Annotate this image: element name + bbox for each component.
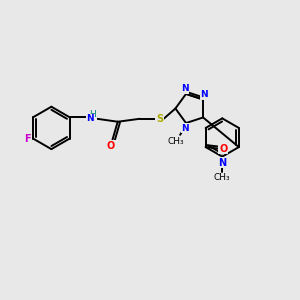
Text: O: O	[107, 141, 115, 151]
Text: CH₃: CH₃	[214, 173, 231, 182]
Text: N: N	[86, 114, 94, 123]
Text: N: N	[218, 158, 226, 167]
Text: N: N	[181, 84, 189, 93]
Text: N: N	[182, 124, 189, 133]
Text: H: H	[89, 110, 96, 119]
Text: S: S	[156, 114, 164, 124]
Text: N: N	[200, 90, 208, 99]
Text: F: F	[24, 134, 31, 143]
Text: O: O	[219, 143, 227, 154]
Text: CH₃: CH₃	[167, 137, 184, 146]
